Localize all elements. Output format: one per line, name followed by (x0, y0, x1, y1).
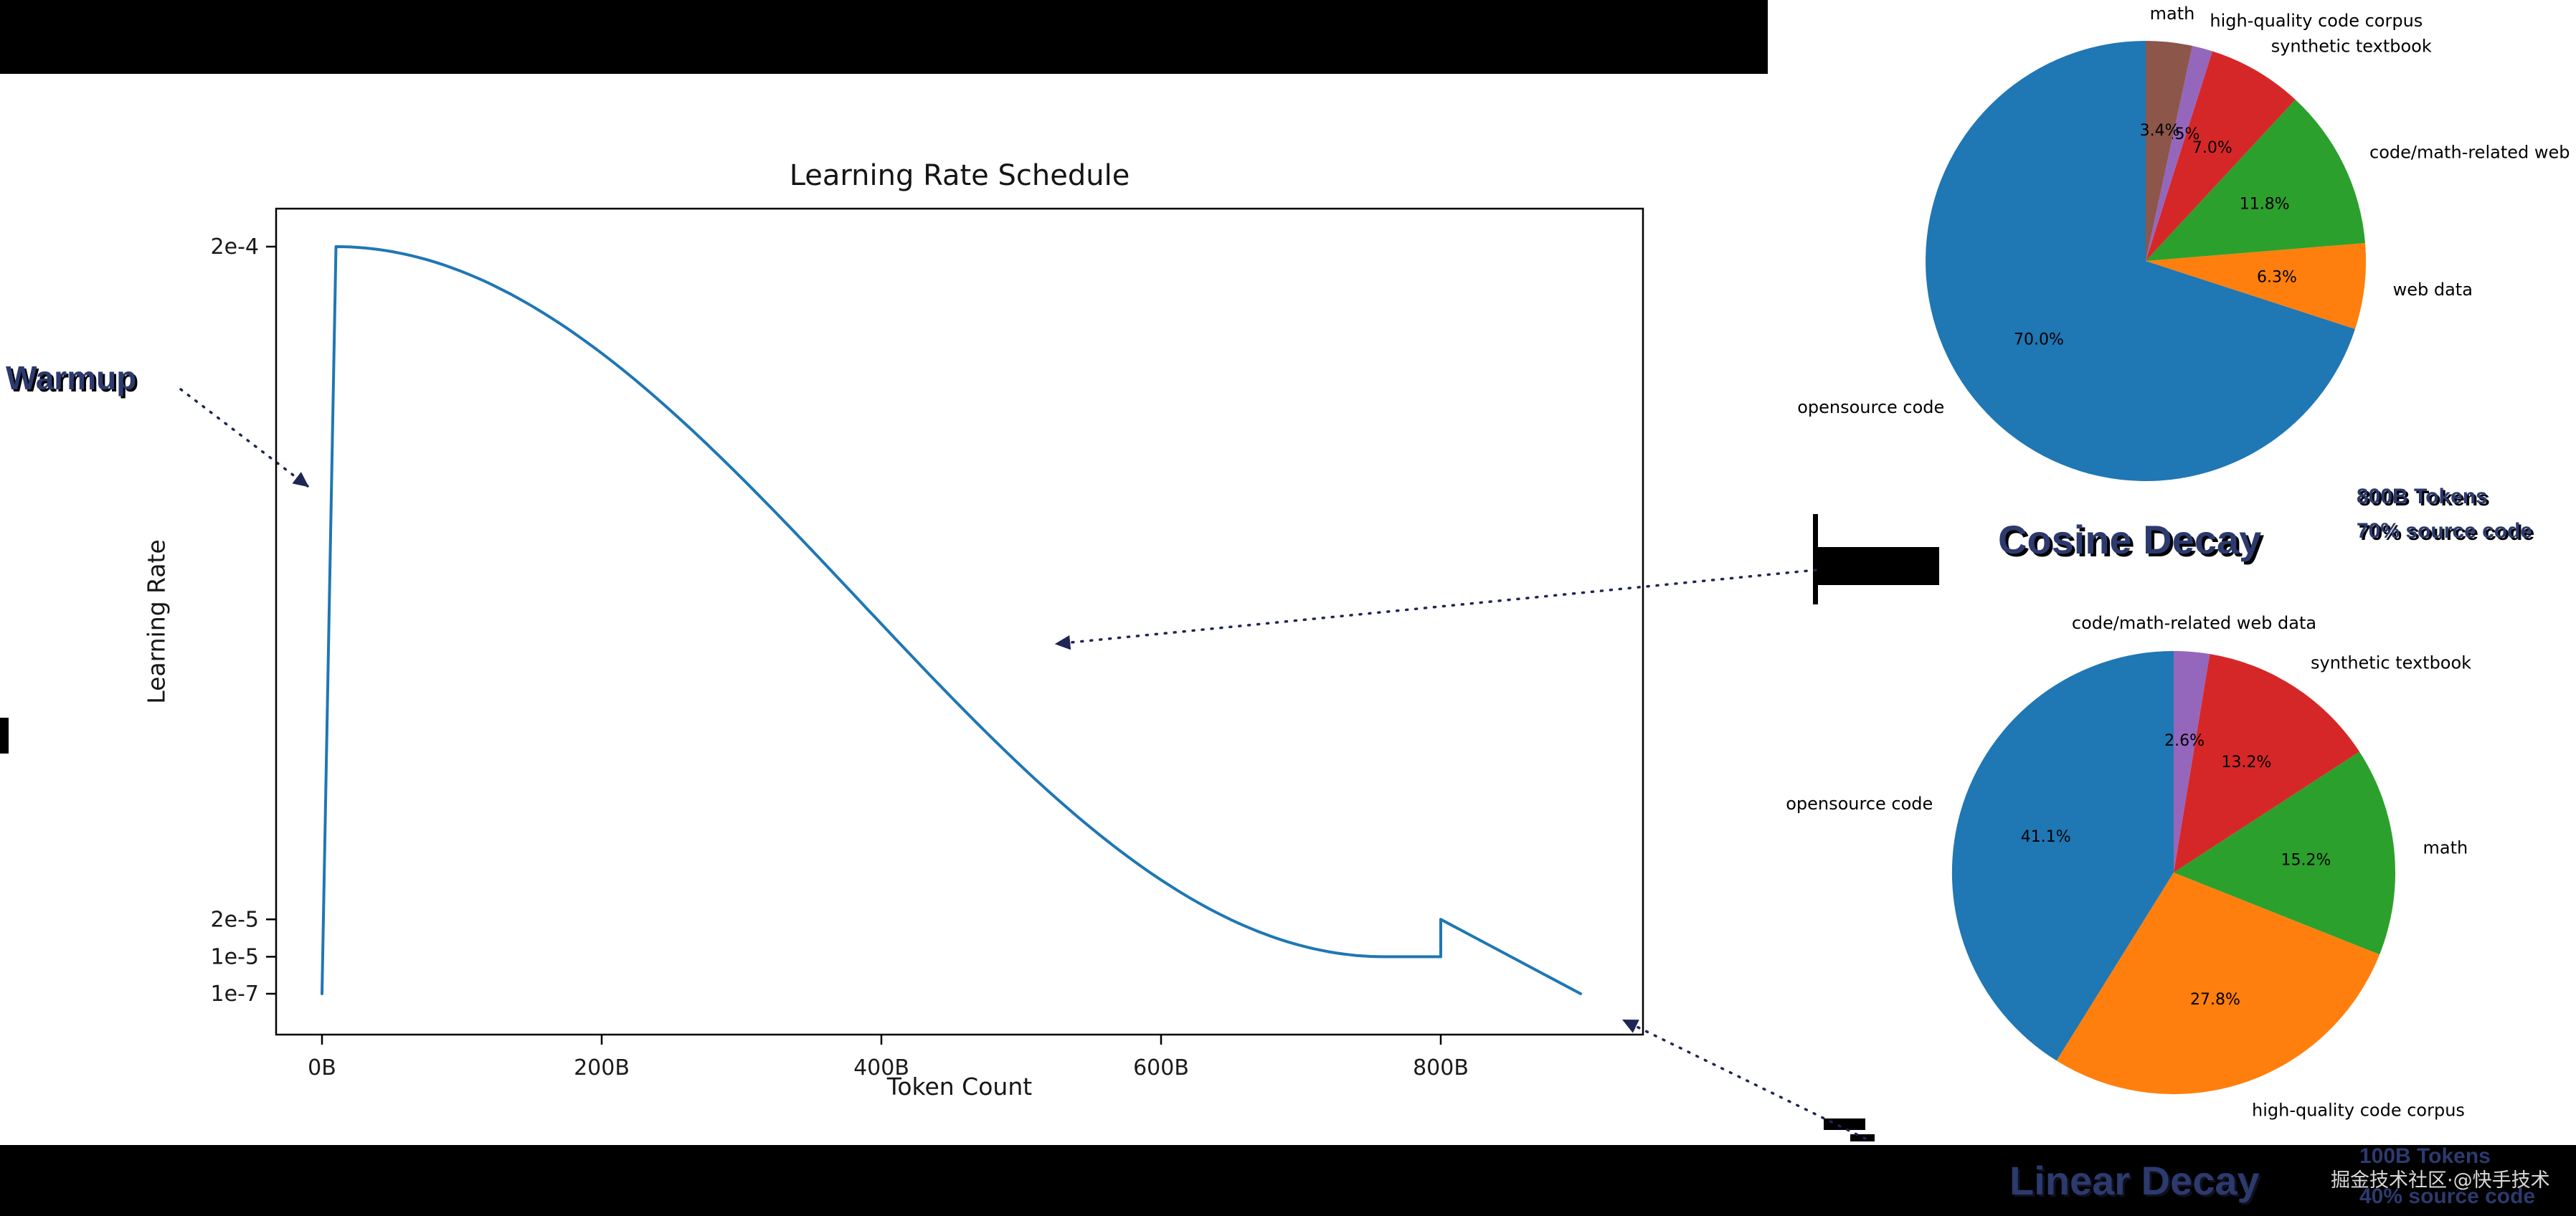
pie-slice (2174, 651, 2210, 873)
pie-slice-label: web data (2393, 280, 2473, 300)
pie-pct-label: 6.3% (2257, 268, 2297, 286)
pie-chart-linear-mix: 41.1% opensource code 27.8% high-quality co… (1786, 613, 2471, 1121)
pie-slice (2056, 873, 2380, 1095)
chart-title: Learning Rate Schedule (789, 159, 1130, 192)
x-tick-label: 200B (574, 1055, 630, 1080)
y-tick-label: 2e-4 (211, 234, 259, 260)
pie-slice-label: opensource code (1786, 794, 1933, 814)
lr-schedule-plot: 0B 200B 400B 600B 800B 2e-4 2e-5 1e-5 1e-7 (211, 207, 1644, 1080)
pie-slice (2174, 751, 2396, 955)
pie-slice-label: code/math-related web data (2072, 613, 2316, 633)
warmup-annotation: Warmup (6, 359, 137, 396)
pie-slice (2146, 51, 2296, 262)
bottom-letterbox-bar (0, 1145, 2576, 1216)
pie-pct-label: 7.0% (2192, 139, 2232, 157)
watermark: 掘金技术社区·@快手技术 (2331, 1169, 2550, 1192)
y-tick-label: 1e-5 (211, 944, 259, 969)
linear-decay-annotation: Linear Decay (2009, 1158, 2260, 1203)
pie-slice (2146, 46, 2212, 261)
artifact-smudge (1816, 547, 1939, 585)
artifact-edge-mark (0, 718, 9, 754)
linear-decay-arrow (1621, 1019, 1867, 1140)
y-tick-label: 2e-5 (211, 907, 259, 932)
pie1-caption-tokens: 800B Tokens (2357, 485, 2488, 508)
lr-curve (321, 245, 1582, 995)
pie-pct-label: 15.2% (2281, 852, 2331, 870)
artifact-smudge-2 (1824, 1118, 1865, 1130)
pie-slice (1926, 41, 2355, 481)
y-axis-label: Learning Rate (142, 539, 171, 704)
y-tick-label: 1e-7 (211, 982, 259, 1007)
pie-pct-label: 3.4% (2140, 122, 2180, 140)
artifact-smudge-3 (1850, 1134, 1875, 1141)
pie-slice-label: high-quality code corpus (2252, 1101, 2465, 1121)
pie-pct-label: 41.1% (2021, 828, 2071, 846)
pie-pct-label: 13.2% (2221, 754, 2271, 771)
pie2-caption-mix: 40% source code (2359, 1184, 2536, 1208)
cosine-decay-annotation: Cosine Decay (1998, 517, 2262, 562)
pie-slice (1951, 651, 2174, 1061)
annotation-arrows (179, 388, 1867, 1140)
artifact-line (1813, 514, 1818, 604)
pie-slice (2146, 41, 2193, 261)
x-tick-label: 600B (1133, 1055, 1189, 1080)
warmup-arrow (179, 388, 309, 488)
pie-slice-label: math (2423, 838, 2468, 858)
pie-slice-label: synthetic textbook (2271, 36, 2432, 56)
plot-border (275, 207, 1644, 1036)
pie-slice (2174, 654, 2359, 873)
pie-pct-label: 2.6% (2164, 732, 2205, 750)
pie-slice-label: code/math-related web data (2369, 142, 2576, 162)
x-tick-label: 0B (308, 1055, 336, 1080)
pie-slice-label: high-quality code corpus (2210, 11, 2423, 31)
pie1-caption-mix: 70% source code (2357, 519, 2533, 543)
pie-slice (2146, 243, 2367, 329)
x-axis-label: Token Count (886, 1073, 1033, 1101)
x-tick-label: 400B (853, 1055, 909, 1080)
pie-slice-label: synthetic textbook (2311, 653, 2471, 673)
pie-slice-label: math (2150, 4, 2195, 24)
top-letterbox-bar (0, 0, 1768, 74)
pie2-caption-tokens: 100B Tokens (2359, 1144, 2491, 1168)
pie-pct-label: 11.8% (2240, 196, 2290, 214)
pie-pct-label: 70.0% (2014, 331, 2064, 348)
pie-slice (2146, 99, 2365, 261)
x-tick-label: 800B (1413, 1055, 1469, 1080)
cosine-decay-arrow (1054, 569, 1817, 650)
pie-slice-label: opensource code (1797, 397, 1944, 417)
pie-pct-label: 27.8% (2190, 991, 2240, 1009)
pie-chart-cosine-mix: 70.0% opensource code 6.3% web data 11.8% cod… (1797, 4, 2576, 481)
